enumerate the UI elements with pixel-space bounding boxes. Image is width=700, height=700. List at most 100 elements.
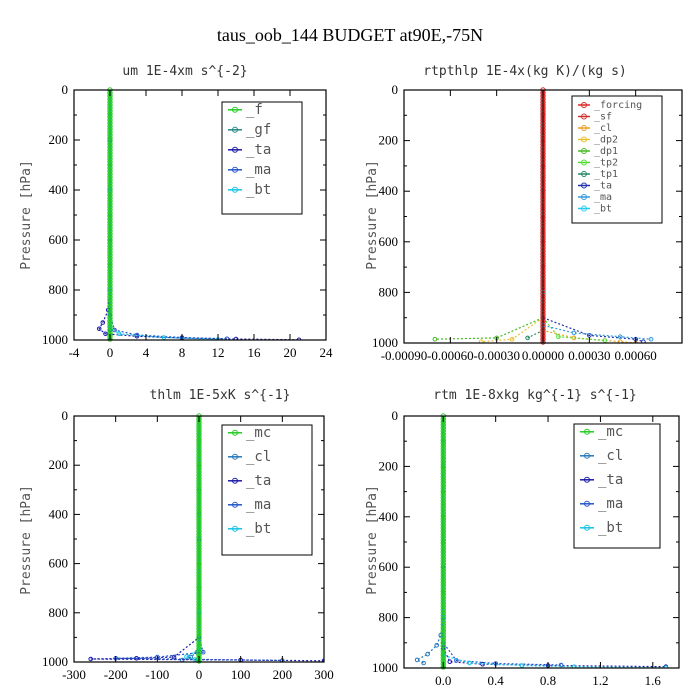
profile-marker [196, 593, 202, 599]
profile-marker [196, 525, 202, 531]
profile-marker [107, 153, 113, 159]
profile-marker [196, 540, 202, 546]
legend-label: _cl [594, 123, 612, 134]
profile-marker [196, 622, 202, 629]
profile-marker [440, 531, 446, 537]
profile-marker [196, 563, 202, 570]
y-tick-label: 800 [379, 610, 399, 625]
profile-markers [440, 413, 446, 670]
data-point [617, 339, 623, 343]
legend-item: _bt [228, 521, 271, 537]
profile-marker [440, 491, 446, 498]
y-tick-label: 400 [49, 182, 69, 197]
legend-marker [232, 146, 238, 153]
profile-marker [440, 543, 446, 549]
profile-marker [440, 606, 446, 613]
legend-marker [581, 205, 587, 212]
legend-marker [232, 186, 238, 193]
profile-marker [440, 628, 446, 634]
data-point [571, 330, 577, 336]
profile-marker [107, 252, 113, 258]
x-tick-label: 0 [196, 667, 203, 682]
plot-area: 0 200 400 600 800 1000-300 -200 -100 0 100 200 300 _… [42, 408, 334, 682]
legend-label: _gf [246, 122, 271, 138]
y-tick-label: 0 [392, 408, 399, 423]
profile-marker [107, 324, 113, 330]
profile-marker [107, 219, 113, 225]
data-point [103, 331, 108, 337]
data-point [478, 339, 484, 343]
profile-marker [196, 498, 202, 505]
data-point [556, 334, 561, 340]
y-tick-label: 0 [62, 82, 69, 97]
profile-marker [107, 228, 113, 234]
legend-marker [581, 148, 587, 154]
profile-marker [196, 475, 202, 481]
profile-marker [107, 150, 113, 156]
profile-marker [107, 210, 113, 216]
profile-marker [440, 470, 446, 477]
profile-marker [196, 454, 202, 461]
y-tick-label: 800 [49, 605, 69, 620]
panel-title: rtpthlp 1E-4x(kg K)/(kg s) [423, 64, 627, 79]
data-point [233, 336, 239, 340]
legend-marker [584, 500, 590, 507]
profile-marker [107, 168, 113, 174]
profile-marker [107, 102, 113, 108]
legend-item: _forcing [578, 100, 642, 111]
data-point [467, 660, 472, 666]
profile-marker [196, 507, 202, 514]
profile-marker [196, 513, 202, 520]
profile-marker [107, 315, 113, 321]
profile-marker [107, 198, 113, 204]
profile-marker [107, 267, 113, 273]
data-point [100, 320, 106, 325]
profile-marker [196, 537, 202, 543]
legend-label: _ta [246, 142, 271, 158]
profile-marker [440, 634, 446, 640]
profile-marker [440, 437, 446, 443]
data-point [434, 643, 440, 648]
profile-marker [196, 436, 202, 443]
profile-marker [196, 481, 202, 487]
profile-marker [440, 567, 446, 573]
profile-marker [107, 195, 113, 201]
profile-marker [440, 558, 446, 564]
profile-marker [440, 582, 446, 589]
profile-marker [196, 501, 202, 508]
profile-marker [440, 621, 446, 628]
profile-marker [196, 572, 202, 579]
profile-marker [196, 431, 202, 437]
profile-marker [440, 646, 446, 652]
profile-marker [107, 129, 113, 135]
y-tick-label: 0 [62, 408, 69, 423]
x-tick-label: 0.00030 [568, 348, 610, 363]
profile-marker [196, 557, 202, 564]
profile-marker [107, 162, 113, 168]
legend-label: _sf [594, 112, 612, 123]
plot-area: 0 200 400 600 800 1000-0.00090 -0.00060 -0.0003… [372, 82, 683, 363]
legend-marker [232, 501, 238, 508]
profile-marker [107, 318, 113, 324]
profile-marker [107, 261, 113, 267]
series-ma [107, 90, 230, 340]
profile-marker [440, 428, 446, 434]
profile-marker [196, 566, 202, 573]
x-tick-label: 1.2 [592, 673, 608, 688]
profile-marker [196, 614, 202, 620]
profile-marker [440, 443, 446, 449]
profile-marker [440, 591, 446, 598]
legend-item: _cl [228, 449, 271, 465]
profile-marker [196, 531, 202, 537]
x-tick-label: 1.6 [645, 673, 662, 688]
y-tick-label: 600 [379, 234, 399, 249]
profile-marker [196, 599, 202, 605]
legend-item: _bt [580, 520, 623, 536]
profile-marker [440, 458, 446, 465]
legend-marker [581, 102, 587, 108]
profile-marker [196, 646, 202, 652]
profile-marker [440, 570, 446, 576]
profile-marker [440, 528, 446, 534]
profile-marker [440, 643, 446, 649]
profile-marker [440, 446, 446, 452]
